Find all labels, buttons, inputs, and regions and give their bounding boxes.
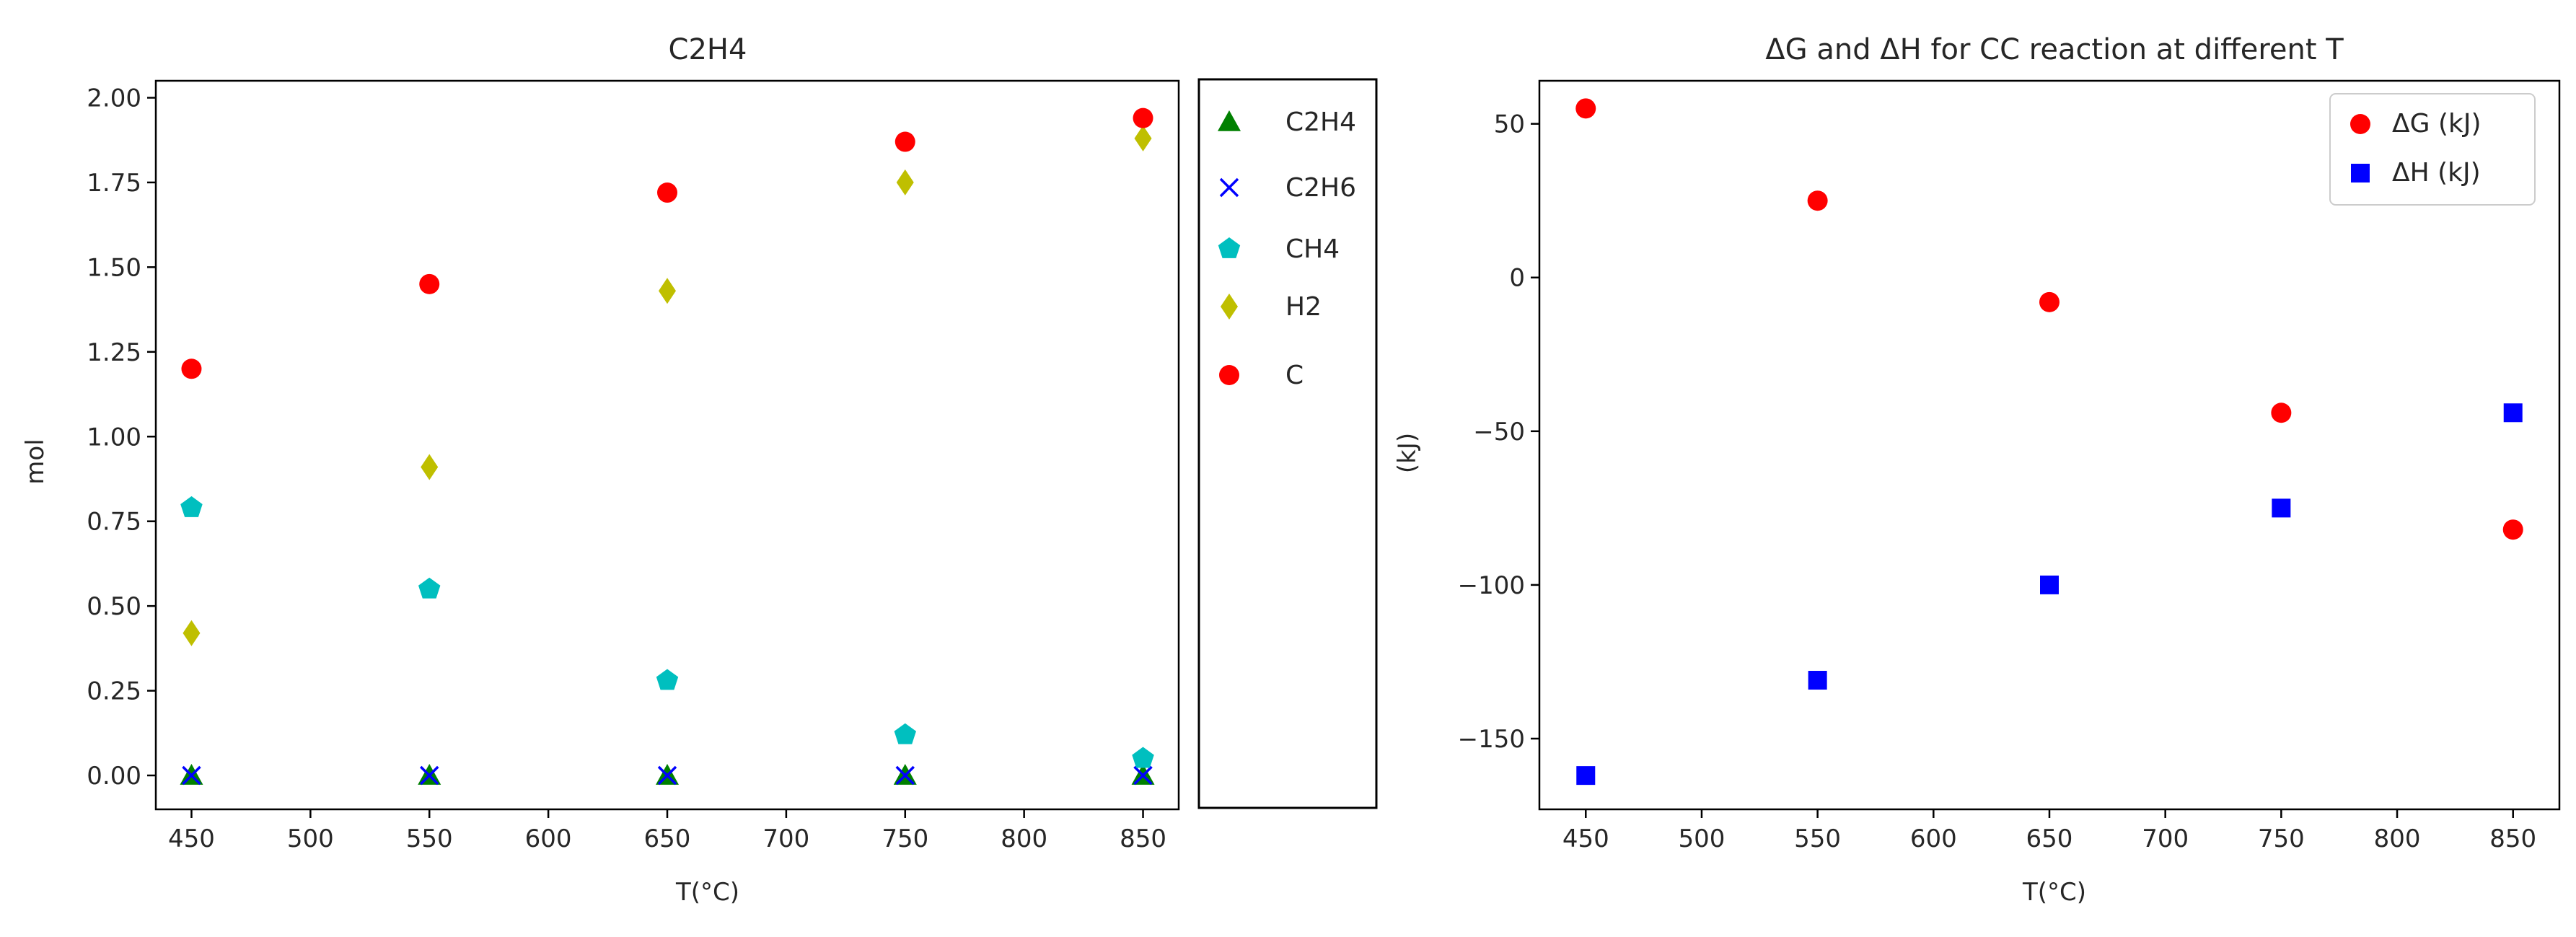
chart-1-ytick-label: 1.25 [87, 338, 141, 367]
chart-2-point-ΔG [2039, 291, 2060, 312]
chart-1-legend-label: CH4 [1285, 234, 1340, 264]
chart-1-xtick-label: 650 [644, 824, 691, 853]
chart-1-point-CH4 [418, 577, 441, 599]
chart-2-title: ΔG and ΔH for CC reaction at different T [1765, 33, 2344, 66]
chart-2-legend-marker-ΔG [2350, 114, 2370, 134]
chart-1-point-C2H6 [182, 765, 201, 786]
chart-1-legend-marker-CH4 [1218, 237, 1241, 258]
chart-2-xtick-label: 550 [1794, 824, 1841, 853]
chart-1-point-C [657, 182, 677, 203]
chart-1-point-CH4 [1132, 747, 1154, 768]
chart-1-legend [1197, 78, 1378, 809]
chart-1-ytick-label: 0.00 [87, 762, 141, 791]
chart-2-ylabel: (kJ) [1393, 433, 1422, 473]
chart-2-legend-label: ΔG (kJ) [2392, 109, 2482, 138]
chart-1-point-CH4 [894, 723, 916, 744]
chart-2-point-ΔG [1575, 98, 1596, 119]
chart-2-point-ΔH [1576, 766, 1596, 786]
chart-2-xtick-label: 850 [2489, 824, 2536, 853]
chart-1-point-C2H6 [657, 765, 677, 786]
chart-1-xtick-label: 800 [1001, 824, 1047, 853]
chart-2-xtick-label: 750 [2258, 824, 2305, 853]
chart-1-point-H2 [659, 278, 676, 304]
chart-1-point-C [419, 273, 440, 294]
chart-1-point-H2 [896, 169, 914, 195]
chart-2-xtick-label: 800 [2374, 824, 2421, 853]
chart-2-ytick-label: −100 [1458, 571, 1525, 600]
chart-1-xtick-label: 500 [287, 824, 334, 853]
chart-1-legend-label: C2H4 [1285, 107, 1356, 137]
chart-1-ytick-label: 0.75 [87, 508, 141, 537]
chart-1-xtick-label: 600 [525, 824, 572, 853]
chart-2-point-ΔH [2503, 403, 2523, 423]
chart-1-xlabel: T(°C) [675, 878, 739, 907]
chart-2: ΔG and ΔH for CC reaction at different T… [1393, 33, 2561, 907]
chart-2-point-ΔG [1807, 190, 1828, 211]
chart-1-point-C [894, 131, 915, 152]
chart-2-legend-label: ΔH (kJ) [2392, 158, 2481, 188]
chart-1-legend-marker-H2 [1221, 294, 1238, 320]
chart-2-xtick-label: 500 [1679, 824, 1726, 853]
chart-2-xtick-label: 600 [1910, 824, 1957, 853]
chart-1-xtick-label: 850 [1120, 824, 1166, 853]
chart-1-point-C [1133, 107, 1153, 128]
chart-1-ytick-label: 0.25 [87, 677, 141, 706]
chart-2-xtick-label: 650 [2026, 824, 2073, 853]
chart-1-ytick-label: 1.75 [87, 169, 141, 198]
chart-2-legend-marker-ΔH [2351, 164, 2370, 182]
chart-2-xlabel: T(°C) [2022, 878, 2086, 907]
chart-1-point-CH4 [656, 669, 679, 690]
chart-2-xtick-label: 700 [2142, 824, 2189, 853]
chart-1-point-C [181, 358, 202, 379]
chart-1-ytick-label: 0.50 [87, 592, 141, 621]
chart-1-point-C2H6 [895, 765, 915, 786]
chart-2-ytick-label: −50 [1473, 418, 1525, 446]
chart-2-point-ΔG [2502, 519, 2523, 540]
chart-1-point-C2H6 [1133, 765, 1153, 786]
chart-1-xtick-label: 550 [406, 824, 453, 853]
chart-2-point-ΔG [2271, 402, 2292, 423]
chart-1-point-H2 [1134, 125, 1152, 151]
chart-2-ytick-label: 50 [1494, 110, 1525, 139]
chart-1-legend-marker-C2H4 [1218, 110, 1241, 131]
chart-1-point-CH4 [180, 496, 203, 517]
chart-1-xtick-label: 700 [762, 824, 809, 853]
chart-1-xtick-label: 750 [882, 824, 928, 853]
chart-1-ytick-label: 1.50 [87, 253, 141, 282]
chart-2-point-ΔH [2272, 498, 2291, 518]
chart-2-point-ΔH [2040, 575, 2059, 594]
chart-2-point-ΔH [1808, 671, 1827, 690]
chart-1-title: C2H4 [669, 33, 747, 66]
chart-2-legend [2329, 93, 2536, 206]
chart-1-ytick-label: 2.00 [87, 84, 141, 113]
chart-1-point-C2H6 [419, 765, 439, 786]
chart-2-ytick-label: −150 [1458, 725, 1525, 754]
chart-2-ytick-label: 0 [1509, 264, 1525, 293]
chart-1-legend-marker-C [1219, 365, 1239, 385]
chart-1-xtick-label: 450 [168, 824, 215, 853]
chart-1-legend-label: C [1285, 361, 1304, 390]
chart-1-legend-label: H2 [1285, 292, 1322, 322]
chart-1-legend-label: C2H6 [1285, 173, 1356, 203]
chart-1-legend-marker-C2H6 [1219, 177, 1239, 198]
chart-1-point-H2 [421, 454, 439, 480]
chart-1: C2H4 T(°C) mol 450 500 550 600 650 700 750 800 8… [21, 33, 1378, 907]
chart-2-xtick-label: 450 [1562, 824, 1609, 853]
chart-1-point-H2 [183, 620, 201, 646]
chart-1-ytick-label: 1.00 [87, 423, 141, 452]
chart-1-ylabel: mol [21, 439, 50, 484]
